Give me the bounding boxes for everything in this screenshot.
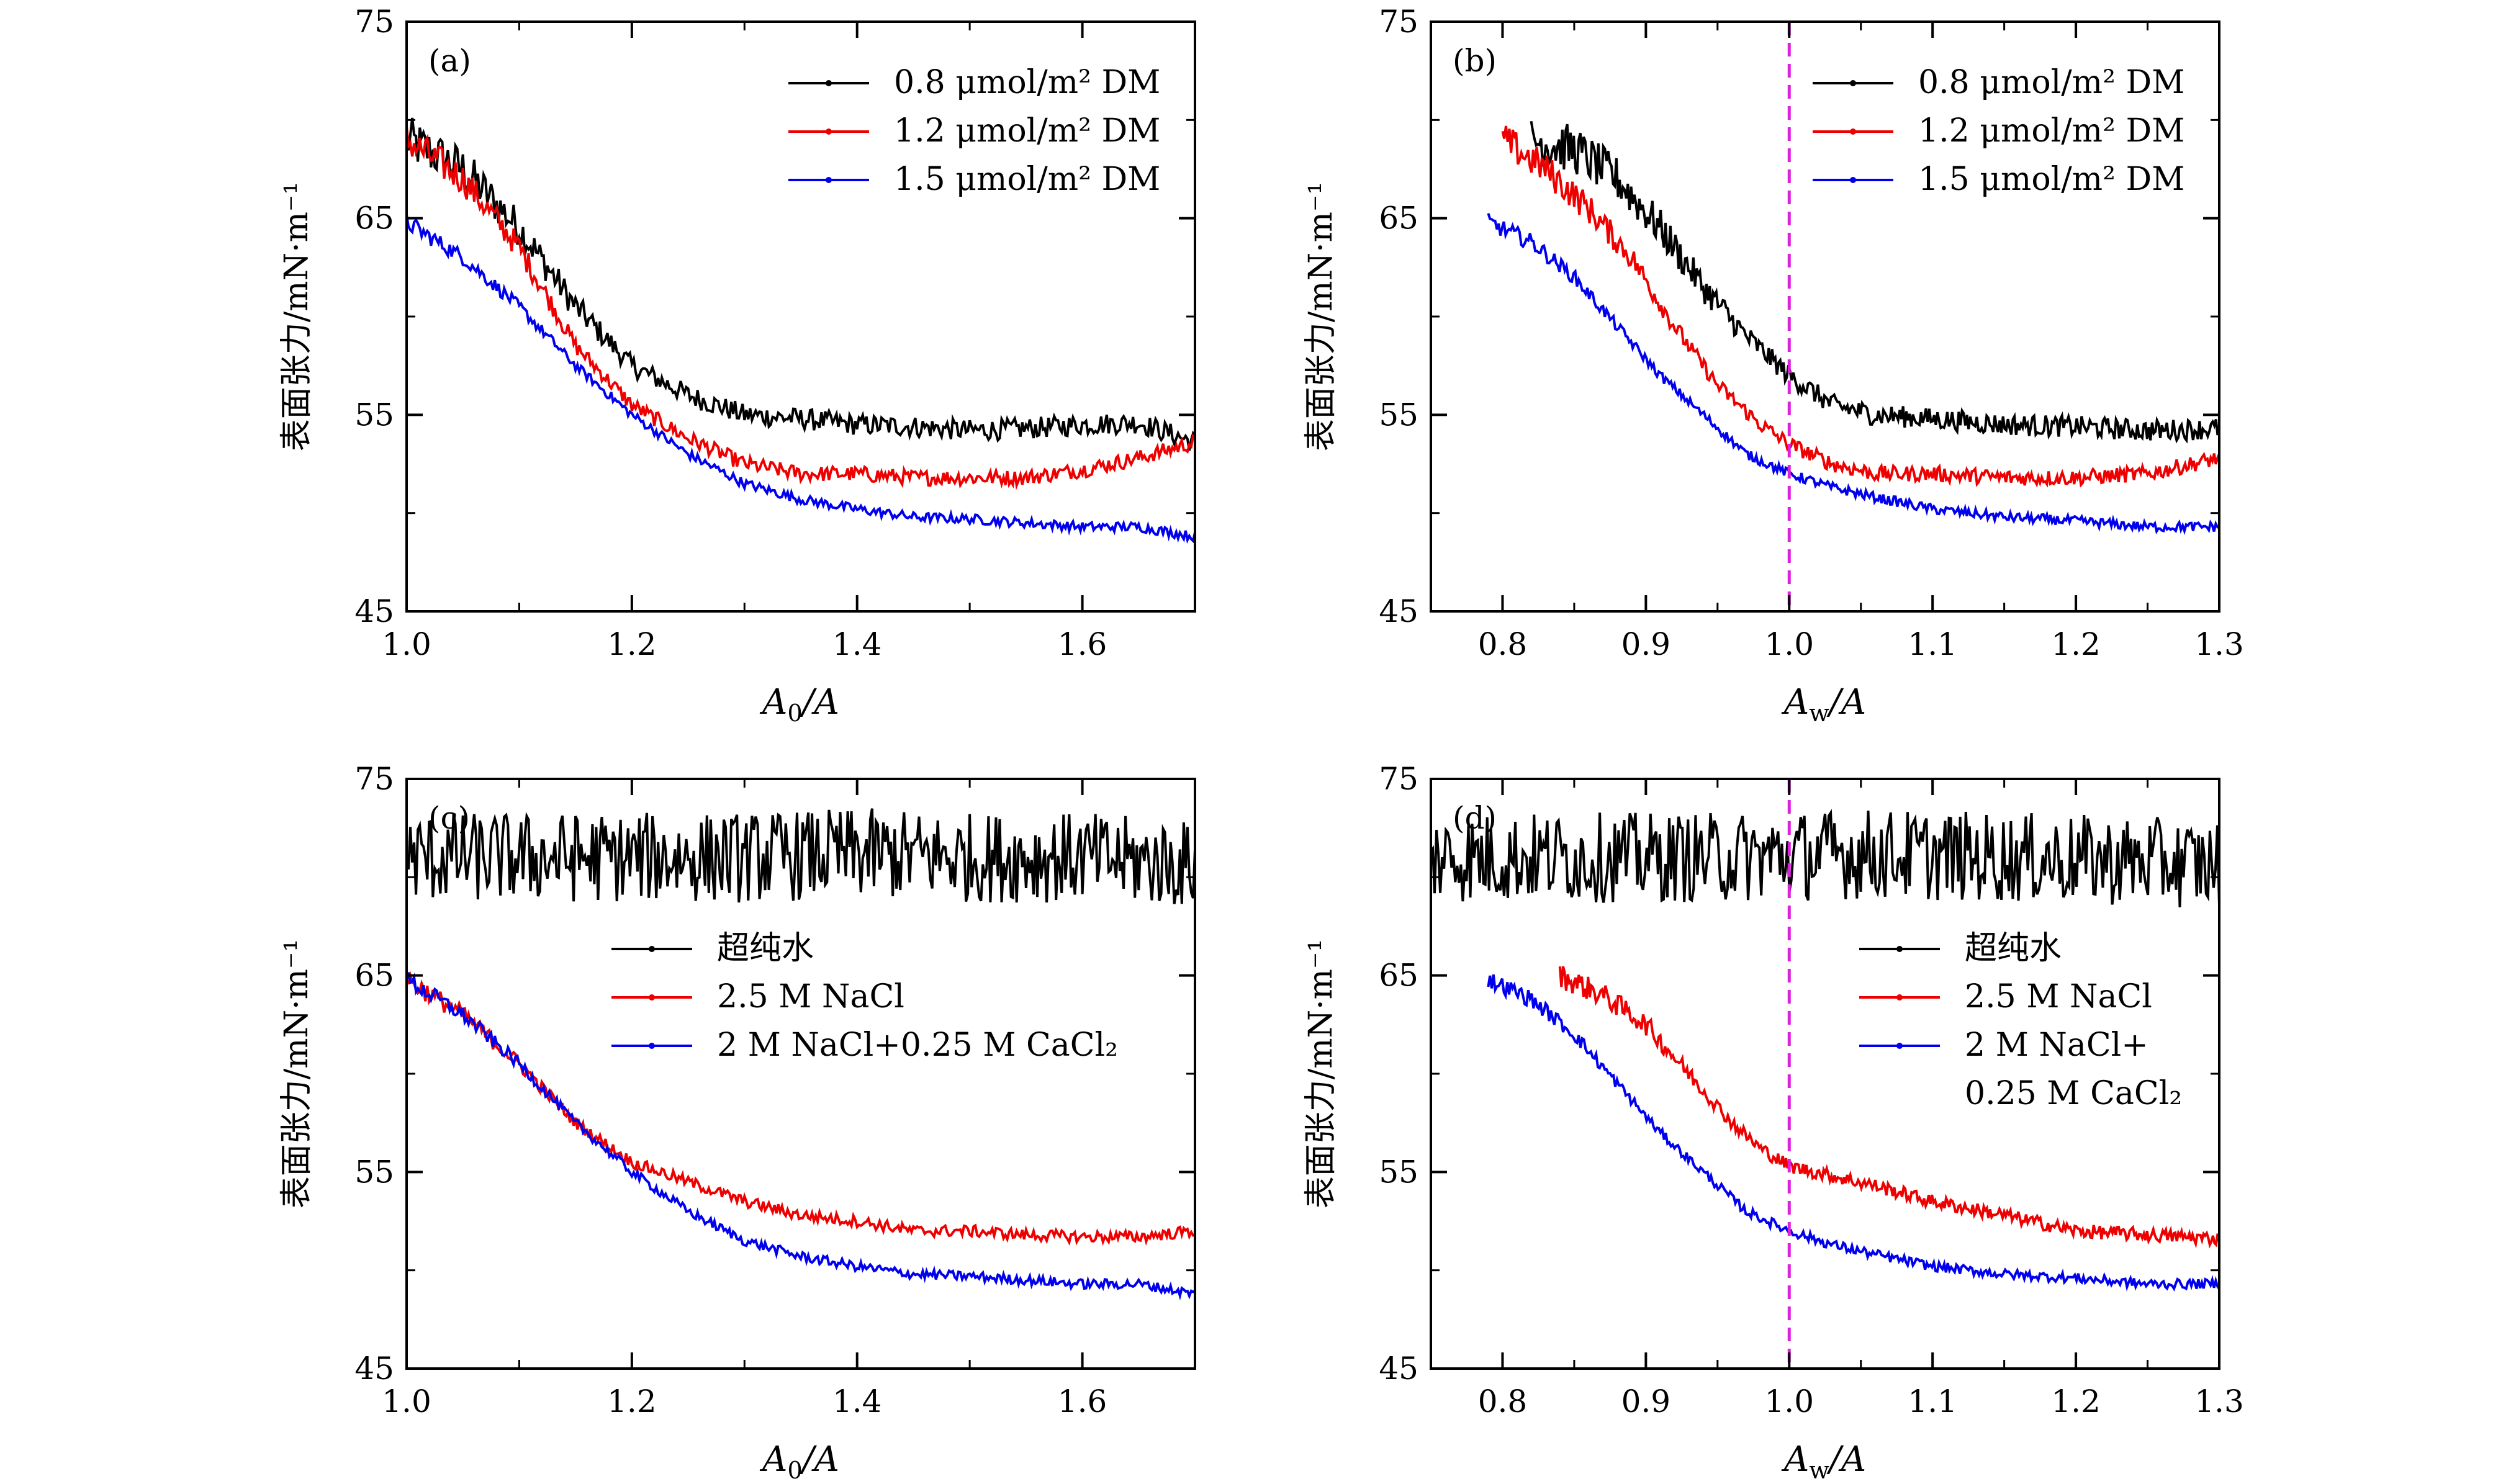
legend-marker	[826, 128, 832, 135]
series-line-2	[407, 970, 1195, 1246]
legend-marker	[1850, 177, 1856, 183]
y-tick-label: 75	[354, 761, 394, 797]
y-tick-label: 55	[1379, 1154, 1418, 1190]
y-tick-label: 45	[354, 593, 394, 629]
legend: 超纯水 2.5 M NaCl 2 M NaCl+0.25 M CaCl₂	[611, 930, 1118, 1064]
series-line-1	[407, 808, 1195, 904]
y-axis-label: 表面张力/mN·m⁻¹	[278, 182, 315, 451]
y-tick-label: 65	[1379, 200, 1418, 236]
series-line-2	[1501, 125, 2219, 488]
x-tick-label: 0.8	[1478, 1383, 1528, 1419]
legend-label: 超纯水	[717, 930, 814, 967]
x-tick-label: 1.2	[2051, 626, 2101, 662]
legend-label: 1.5 μmol/m² DM	[894, 161, 1160, 198]
panel-label: (a)	[428, 43, 471, 79]
chart-panel-a: 45 55 65 75 1.0 1.2 1.4 1.6 A0/A 表面张力/mN·m⁻¹ (a) 0.…	[278, 4, 1196, 727]
series-line-3	[1487, 213, 2219, 536]
x-tick-label: 1.4	[832, 626, 882, 662]
legend-label: 2 M NaCl+	[1965, 1027, 2148, 1064]
legend-marker	[1896, 1043, 1903, 1049]
legend: 超纯水 2.5 M NaCl 2 M NaCl+ 0.25 M CaCl₂	[1859, 930, 2182, 1112]
legend-marker	[649, 946, 655, 952]
x-tick-label: 1.0	[382, 626, 431, 662]
legend-marker	[649, 994, 655, 1001]
legend: 0.8 μmol/m² DM 1.2 μmol/m² DM 1.5 μmol/m² …	[1813, 64, 2184, 198]
legend-label: 1.2 μmol/m² DM	[1918, 112, 2184, 150]
y-tick-label: 45	[354, 1351, 394, 1387]
y-axis-label: 表面张力/mN·m⁻¹	[1302, 939, 1340, 1208]
y-axis-label: 表面张力/mN·m⁻¹	[278, 939, 315, 1208]
series-line-1	[407, 117, 1195, 451]
legend-marker	[649, 1043, 655, 1049]
panel-label: (c)	[428, 800, 470, 836]
chart-panel-c: 45 55 65 75 1.0 1.2 1.4 1.6 A0/A 表面张力/mN·m⁻¹ (c) 超纯…	[278, 761, 1196, 1484]
x-tick-label: 1.1	[1908, 626, 1957, 662]
y-tick-label: 75	[1379, 761, 1418, 797]
x-tick-label: 1.0	[1765, 1383, 1815, 1419]
y-tick-label: 55	[1379, 397, 1418, 433]
legend-marker	[1850, 128, 1856, 135]
series-line-1	[1530, 120, 2219, 444]
x-tick-label: 0.9	[1621, 1383, 1671, 1419]
y-tick-label: 45	[1379, 593, 1418, 629]
x-axis-label: A0/A	[759, 1439, 839, 1481]
y-tick-label: 65	[354, 200, 394, 236]
legend-label: 2.5 M NaCl	[1965, 978, 2152, 1015]
legend-label: 超纯水	[1965, 930, 2062, 967]
series-line-2	[407, 126, 1195, 490]
x-tick-label: 1.3	[2194, 1383, 2244, 1419]
y-tick-label: 65	[1379, 958, 1418, 994]
y-tick-label: 45	[1379, 1351, 1418, 1387]
plot-frame	[405, 20, 1196, 613]
y-tick-label: 75	[1379, 4, 1418, 40]
x-tick-label: 0.9	[1621, 626, 1671, 662]
legend-marker	[1896, 946, 1903, 952]
legend-label: 1.5 μmol/m² DM	[1918, 161, 2184, 198]
y-tick-label: 55	[354, 1154, 394, 1190]
legend-label: 2.5 M NaCl	[717, 978, 904, 1015]
x-tick-label: 1.0	[1765, 626, 1815, 662]
series-line-3	[1487, 974, 2219, 1292]
legend-label: 2 M NaCl+0.25 M CaCl₂	[717, 1027, 1118, 1064]
legend-label: 0.8 μmol/m² DM	[1918, 64, 2184, 101]
panel-label: (d)	[1453, 800, 1497, 836]
y-tick-label: 55	[354, 397, 394, 433]
series-line-3	[407, 972, 1195, 1301]
x-tick-label: 1.2	[2051, 1383, 2101, 1419]
x-tick-label: 0.8	[1478, 626, 1528, 662]
legend-label: 1.2 μmol/m² DM	[894, 112, 1160, 150]
x-axis-label: Aw/A	[1781, 682, 1866, 727]
legend-marker	[826, 177, 832, 183]
chart-panel-d: 45 55 65 75 0.8 0.9 1.0 1.1 1.2 1.3 Aw/A 表面张力/mN·m⁻…	[1302, 761, 2244, 1484]
legend-label: 0.8 μmol/m² DM	[894, 64, 1160, 101]
y-axis-label: 表面张力/mN·m⁻¹	[1302, 182, 1340, 451]
series-line-1	[1431, 809, 2219, 907]
x-axis-label: A0/A	[759, 682, 839, 727]
y-tick-label: 65	[354, 958, 394, 994]
legend-marker	[1850, 80, 1856, 86]
x-tick-label: 1.2	[607, 626, 657, 662]
legend-label: 0.25 M CaCl₂	[1965, 1075, 2182, 1112]
x-tick-label: 1.4	[832, 1383, 882, 1419]
series-line-2	[1558, 966, 2219, 1249]
x-tick-label: 1.6	[1058, 626, 1107, 662]
legend-marker	[826, 80, 832, 86]
legend: 0.8 μmol/m² DM 1.2 μmol/m² DM 1.5 μmol/m² …	[788, 64, 1160, 198]
x-tick-label: 1.6	[1058, 1383, 1107, 1419]
x-tick-label: 1.0	[382, 1383, 431, 1419]
x-tick-label: 1.3	[2194, 626, 2244, 662]
x-tick-label: 1.2	[607, 1383, 657, 1419]
x-tick-label: 1.1	[1908, 1383, 1957, 1419]
y-tick-label: 75	[354, 4, 394, 40]
series-line-3	[407, 214, 1195, 544]
x-axis-label: Aw/A	[1781, 1439, 1866, 1481]
legend-marker	[1896, 994, 1903, 1001]
panel-label: (b)	[1453, 43, 1497, 79]
chart-panel-b: 45 55 65 75 0.8 0.9 1.0 1.1 1.2 1.3 Aw/A 表面张力/mN·m⁻…	[1302, 4, 2244, 727]
